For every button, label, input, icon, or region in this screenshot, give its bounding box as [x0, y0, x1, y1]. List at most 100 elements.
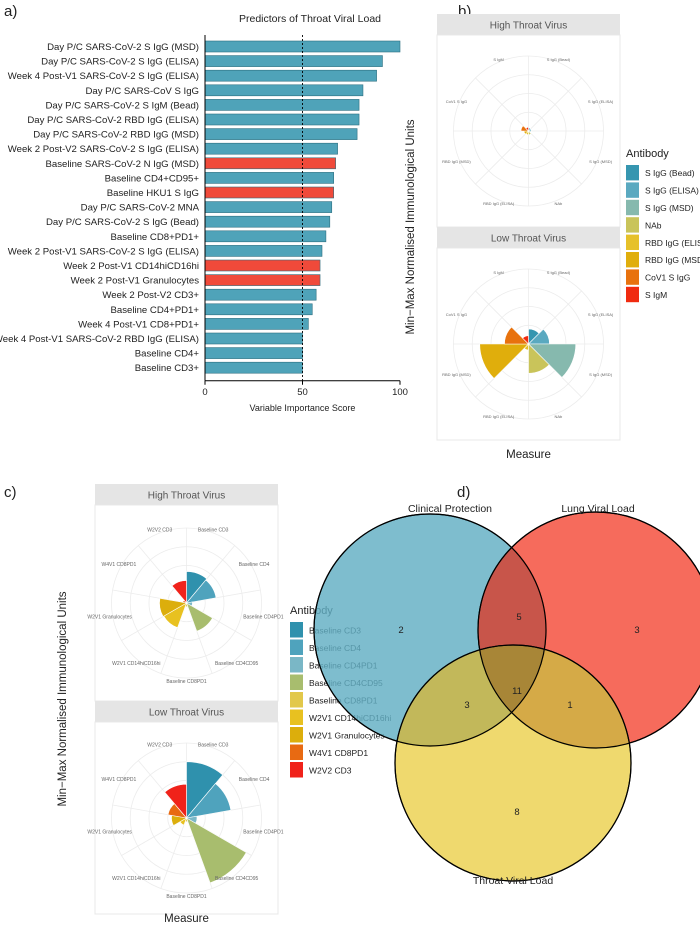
- bar: [204, 186, 334, 199]
- legend-label: W2V1 CD14hiCD16hi: [309, 713, 391, 723]
- y-tick-label: Week 4 Post-V1 SARS-CoV-2 RBD IgG (ELISA…: [0, 334, 199, 345]
- polar-bar: [527, 343, 577, 378]
- legend-swatch: [626, 217, 639, 233]
- region-count: 8: [514, 807, 519, 818]
- bar: [204, 69, 377, 82]
- facet-title: Low Throat Virus: [149, 708, 224, 719]
- overlap-shade: [478, 645, 631, 748]
- legend-label: RBD IgG (MSD): [645, 255, 700, 265]
- polar-axis-label: W4V1 CD8PD1: [102, 777, 137, 783]
- venn-diagram: Clinical Protection Lung Viral Load Throat…: [313, 503, 700, 887]
- facet-title: High Throat Virus: [490, 21, 567, 32]
- polar-axis-label: RBD IgG (ELISA): [483, 201, 515, 206]
- x-tick-label: 0: [202, 387, 207, 398]
- y-tick-label: Day P/C SARS-CoV S IgG: [85, 86, 199, 97]
- set-label: Throat Viral Load: [473, 875, 554, 887]
- polar-bar: [159, 597, 188, 617]
- polar-axis-label: W2V2 CD3: [147, 528, 172, 534]
- polar-axis-label: Baseline CD3: [198, 528, 229, 534]
- grid-spoke: [475, 77, 529, 132]
- venn-outline: [394, 644, 632, 882]
- bar: [204, 288, 317, 301]
- polar-axis-label: RBD IgG (MSD): [442, 372, 471, 377]
- legend-swatch: [626, 252, 639, 268]
- facet-title: Low Throat Virus: [491, 234, 566, 245]
- bar: [204, 332, 303, 345]
- y-axis-label: Min−Max Normalised Immunological Units: [57, 591, 69, 806]
- bar-chart-a: Predictors of Throat Viral Load Day P/C S…: [0, 13, 408, 413]
- panel-label: c): [4, 484, 17, 501]
- polar-bar: [527, 128, 532, 132]
- legend-swatch: [626, 286, 639, 303]
- bar: [204, 361, 303, 374]
- polar-axis-label: Baseline CD4PD1: [243, 615, 284, 621]
- bar: [204, 128, 358, 140]
- polar-chart-1: High Throat Virus S IgG (Bead) S IgG (ELIS…: [405, 14, 700, 461]
- x-axis-label: Variable Importance Score: [250, 403, 356, 413]
- polar-axis-label: S IgG (MSD): [589, 372, 613, 377]
- facet-strip: [437, 227, 620, 248]
- y-axis-label: Min−Max Normalised Immunological Units: [405, 119, 417, 334]
- polar-axis-label: W2V1 CD14hiCD16hi: [112, 876, 160, 882]
- legend-swatch: [626, 269, 639, 285]
- polar-bar: [171, 580, 187, 604]
- legend-swatch: [290, 709, 303, 725]
- polar-axis-label: S IgG (MSD): [589, 159, 613, 164]
- facet-strip: [95, 484, 278, 505]
- legend-swatch: [290, 762, 303, 778]
- region-count: 11: [512, 686, 522, 697]
- venn-outline: [313, 513, 547, 747]
- x-tick-label: 100: [392, 387, 408, 398]
- bar: [204, 142, 338, 155]
- polar-axis-label: W4V1 CD8PD1: [102, 562, 137, 568]
- legend-swatch: [626, 234, 639, 250]
- legend-swatch: [626, 199, 639, 216]
- y-tick-label: Week 2 Post-V2 SARS-CoV-2 S IgG (ELISA): [8, 144, 199, 155]
- polar-axis-label: S IgG (ELISA): [588, 99, 614, 104]
- polar-axis-label: Baseline CD4CD95: [215, 876, 259, 882]
- legend-title: Antibody: [626, 148, 669, 160]
- polar-bar: [525, 126, 529, 132]
- facet-strip: [95, 701, 278, 722]
- chart-title: Predictors of Throat Viral Load: [239, 13, 381, 25]
- legend-label: S IgM: [645, 290, 667, 300]
- y-tick-label: Week 2 Post-V1 CD14hiCD16hi: [63, 261, 199, 272]
- polar-axis-label: S IgG (Bead): [547, 57, 571, 62]
- polar-axis-label: Baseline CD4: [239, 777, 270, 783]
- legend-swatch: [290, 622, 303, 638]
- polar-axis-label: RBD IgG (ELISA): [483, 414, 515, 419]
- grid-spoke: [475, 130, 529, 185]
- overlap: [478, 645, 631, 748]
- region-count: 5: [516, 612, 521, 623]
- legend-label: S IgG (ELISA): [645, 186, 699, 196]
- y-tick-label: Day P/C SARS-CoV-2 S IgG (MSD): [47, 42, 199, 53]
- legend-label: NAb: [645, 220, 662, 230]
- y-tick-label: Day P/C SARS-CoV-2 S IgG (Bead): [46, 217, 199, 228]
- y-tick-label: Week 2 Post-V2 CD3+: [102, 290, 199, 301]
- legend-label: S IgG (MSD): [645, 203, 694, 213]
- bar: [204, 40, 401, 53]
- legend-swatch: [290, 692, 303, 708]
- y-tick-label: Day P/C SARS-CoV-2 MNA: [81, 203, 200, 214]
- legend-label: CoV1 S IgG: [645, 273, 690, 283]
- legend-swatch: [626, 182, 639, 198]
- polar-axis-label: CoV1 S IgG: [446, 312, 467, 317]
- legend-label: S IgG (Bead): [645, 168, 695, 178]
- polar-bar: [185, 602, 213, 632]
- polar-axis-label: Baseline CD4PD1: [243, 830, 284, 836]
- polar-bar: [504, 326, 530, 345]
- polar-axis-label: W2V1 Granulocytes: [87, 830, 132, 836]
- y-tick-label: Day P/C SARS-CoV-2 RBD IgG (ELISA): [27, 115, 199, 126]
- y-tick-label: Week 4 Post-V1 SARS-CoV-2 S IgG (ELISA): [8, 71, 199, 82]
- grid-spoke: [528, 130, 582, 185]
- polar-axis-label: S IgM: [493, 270, 503, 275]
- legend-label: RBD IgG (ELISA): [645, 238, 700, 248]
- legend-label: W2V2 CD3: [309, 765, 352, 775]
- set-label: Clinical Protection: [408, 503, 492, 515]
- y-tick-label: Day P/C SARS-CoV-2 S IgM (Bead): [45, 100, 199, 111]
- polar-bar: [528, 343, 550, 374]
- grid-spoke: [160, 817, 187, 889]
- polar-bar: [520, 125, 530, 132]
- bar: [204, 201, 333, 213]
